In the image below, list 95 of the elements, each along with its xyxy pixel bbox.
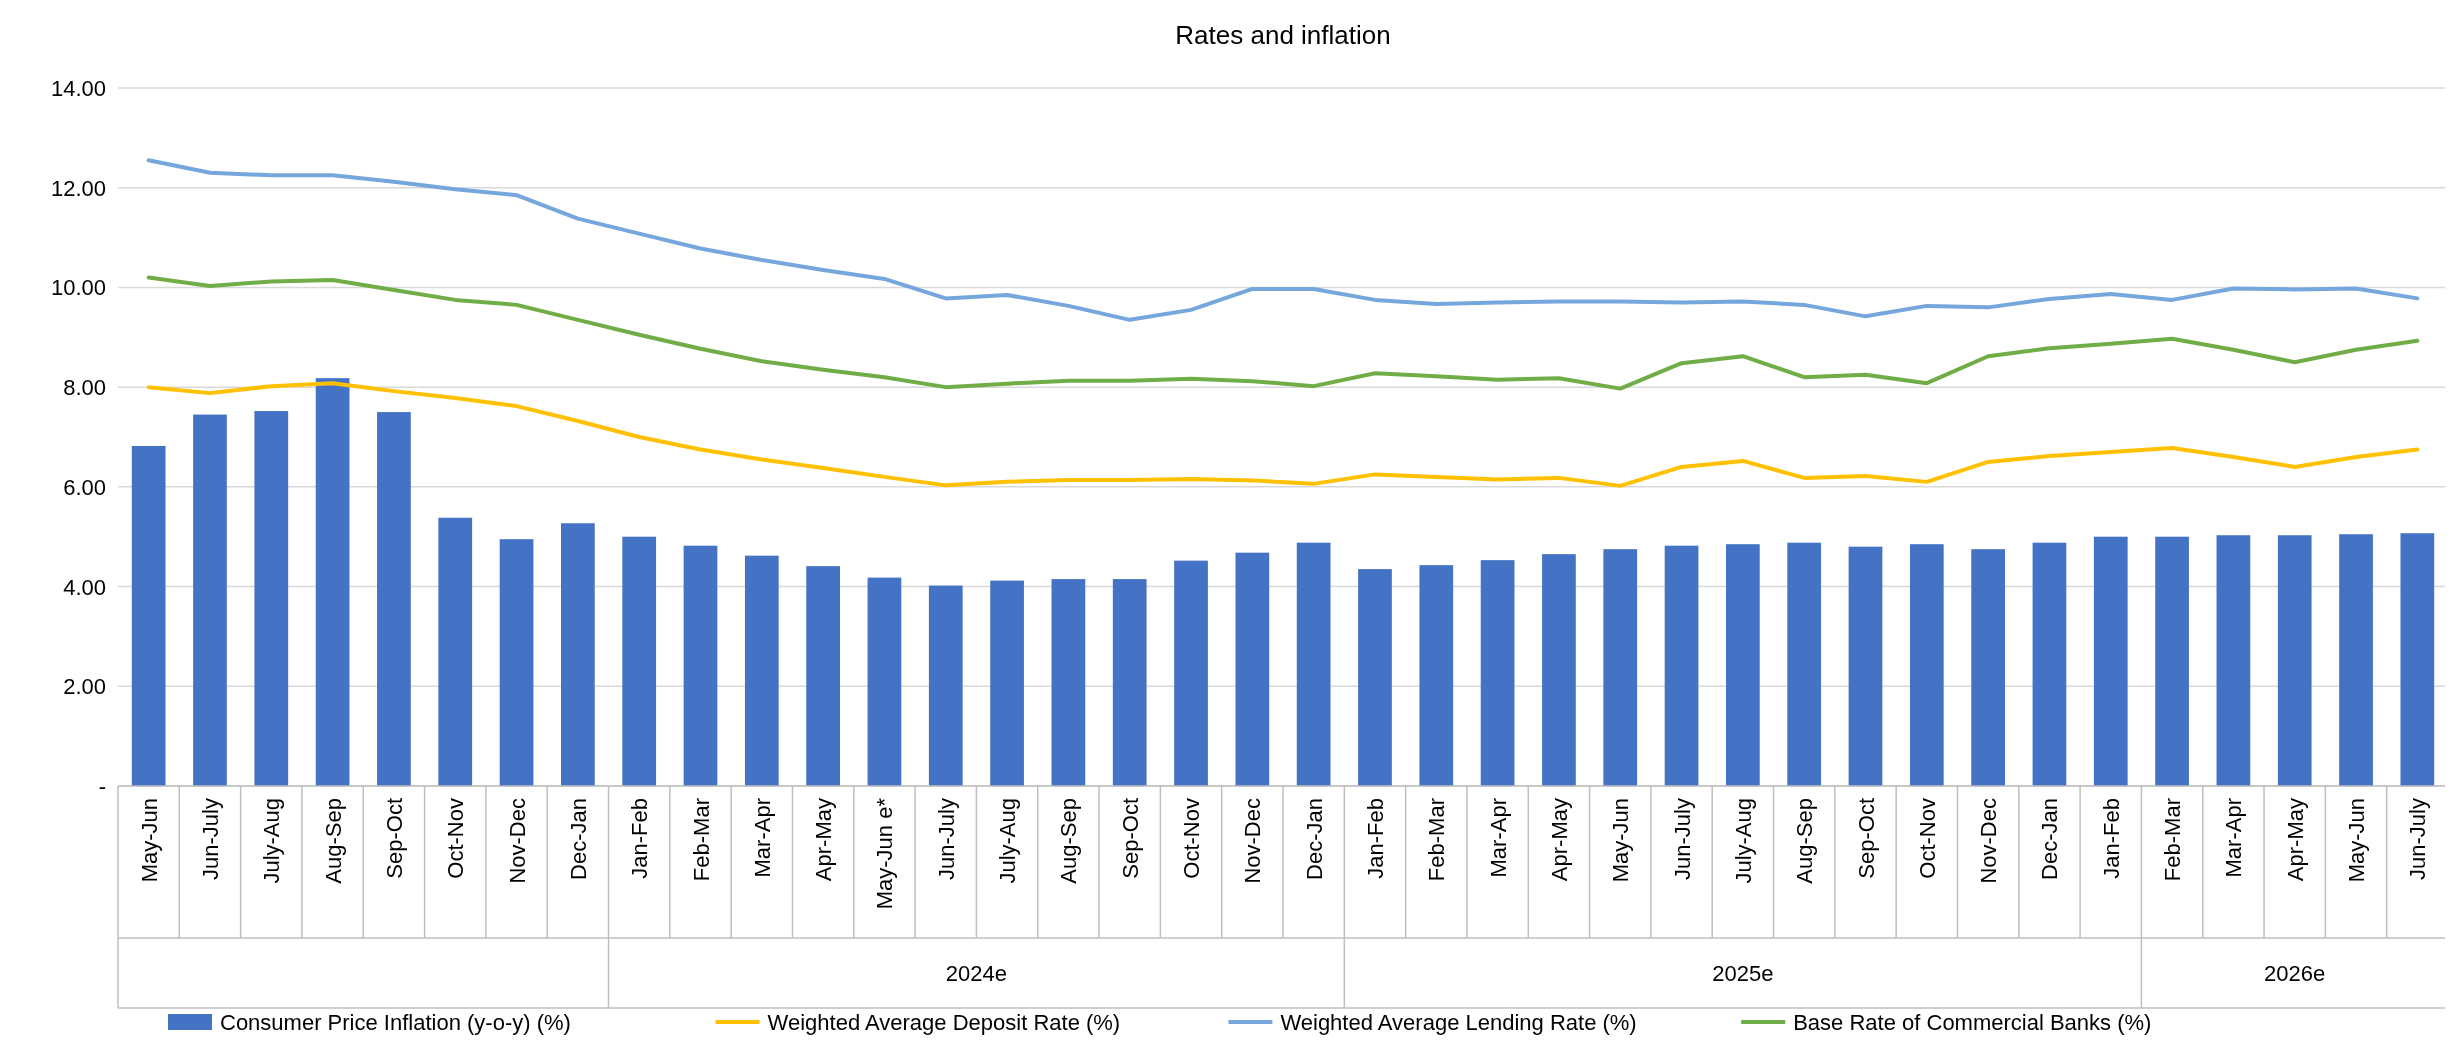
bar — [1419, 565, 1454, 786]
y-tick-label: 2.00 — [63, 674, 106, 700]
y-tick-label: - — [98, 774, 106, 799]
bar — [1726, 544, 1760, 786]
bar — [683, 545, 718, 786]
x-tick-label: July-Aug — [259, 798, 285, 884]
x-tick-label: Jan-Feb — [627, 798, 653, 879]
bar — [928, 585, 963, 786]
bar — [1848, 546, 1883, 786]
x-tick-label: Jun-July — [2405, 798, 2431, 880]
x-tick-label: Oct-Nov — [1914, 798, 1940, 879]
legend-label: Weighted Average Deposit Rate (%) — [767, 1010, 1121, 1035]
x-tick-label: Oct-Nov — [443, 798, 469, 879]
x-tick-label: Aug-Sep — [1056, 798, 1082, 884]
x-tick-label: Feb-Mar — [688, 798, 714, 882]
bar — [867, 577, 902, 786]
bar — [990, 580, 1024, 786]
bar — [2216, 535, 2251, 786]
x-tick-label: Apr-May — [1546, 798, 1572, 882]
x-tick-label: Mar-Apr — [1485, 798, 1511, 878]
x-tick-label: Nov-Dec — [1240, 798, 1266, 884]
bar — [1787, 542, 1822, 786]
x-tick-label: Dec-Jan — [2037, 798, 2063, 880]
line-series — [146, 158, 2420, 322]
x-tick-label: Sep-Oct — [381, 798, 407, 879]
bar — [254, 411, 289, 786]
x-tick-label: Aug-Sep — [320, 798, 346, 884]
x-tick-label: Jun-July — [197, 798, 223, 880]
bar — [1664, 545, 1699, 786]
y-tick-label: 12.00 — [50, 175, 106, 201]
bar — [438, 517, 473, 786]
bar — [1542, 554, 1576, 786]
bar — [2093, 536, 2128, 786]
bar — [1235, 552, 1270, 786]
x-tick-label: Aug-Sep — [1792, 798, 1818, 884]
x-tick-label: Oct-Nov — [1179, 798, 1205, 879]
x-tick-label: Sep-Oct — [1117, 798, 1143, 879]
x-tick-label: May-Jun — [2344, 798, 2370, 883]
y-tick-label: 4.00 — [63, 574, 106, 600]
bar — [1358, 569, 1392, 786]
line-series — [146, 381, 2420, 488]
y-tick-label: 6.00 — [63, 474, 106, 500]
y-tick-label: 10.00 — [50, 275, 106, 301]
bar — [1296, 542, 1331, 786]
bar — [2400, 533, 2435, 786]
bar — [2339, 534, 2373, 786]
bar — [499, 539, 534, 786]
text: 2025e — [1712, 961, 1774, 986]
x-tick-label: Feb-Mar — [2160, 798, 2186, 882]
bar — [1909, 544, 1944, 786]
x-tick-label: Jan-Feb — [2098, 798, 2124, 879]
bar — [315, 378, 350, 786]
x-tick-label: Jan-Feb — [1362, 798, 1388, 879]
x-tick-label: Apr-May — [2282, 798, 2308, 882]
x-tick-label: July-Aug — [1730, 798, 1756, 884]
x-tick-label: May-Jun — [136, 798, 162, 883]
legend-label: Consumer Price Inflation (y-o-y) (%) — [220, 1010, 571, 1035]
x-tick-label: Jun-July — [933, 798, 959, 880]
text: 2026e — [2264, 961, 2326, 986]
x-tick-label: May-Jun — [1608, 798, 1634, 883]
bar — [193, 414, 227, 786]
x-tick-label: Apr-May — [811, 798, 837, 882]
bar — [1051, 579, 1086, 786]
bar — [2155, 536, 2189, 786]
bar — [622, 536, 657, 786]
x-tick-label: May-Jun e* — [872, 797, 898, 910]
bar — [377, 412, 411, 786]
x-tick-label: Mar-Apr — [2221, 798, 2247, 878]
x-tick-label: Dec-Jan — [1301, 798, 1327, 880]
line-series — [146, 275, 2420, 391]
bar — [1480, 560, 1515, 786]
x-tick-label: Mar-Apr — [749, 798, 775, 878]
bar — [806, 566, 840, 786]
bar — [561, 523, 595, 786]
x-tick-label: July-Aug — [995, 798, 1021, 884]
bar — [1112, 579, 1147, 786]
bar — [131, 445, 166, 786]
legend-label: Base Rate of Commercial Banks (%) — [1793, 1010, 2152, 1035]
y-tick-label: 8.00 — [63, 375, 106, 401]
x-tick-label: Feb-Mar — [1424, 798, 1450, 882]
x-tick-label: Jun-July — [1669, 798, 1695, 880]
bar — [1971, 549, 2005, 786]
bar — [2277, 535, 2312, 786]
bar — [2032, 542, 2067, 786]
y-tick-label: 14.00 — [50, 76, 106, 101]
x-tick-label: Nov-Dec — [504, 798, 530, 884]
bar — [744, 555, 779, 786]
text: 2024e — [945, 961, 1008, 986]
x-tick-label: Sep-Oct — [1853, 798, 1879, 879]
bar — [1603, 549, 1638, 786]
chart-title: Rates and inflation — [1175, 20, 1391, 50]
bar — [1174, 560, 1208, 786]
x-tick-label: Dec-Jan — [565, 798, 591, 880]
legend-label: Weighted Average Lending Rate (%) — [1280, 1010, 1637, 1035]
x-tick-label: Nov-Dec — [1976, 798, 2002, 884]
